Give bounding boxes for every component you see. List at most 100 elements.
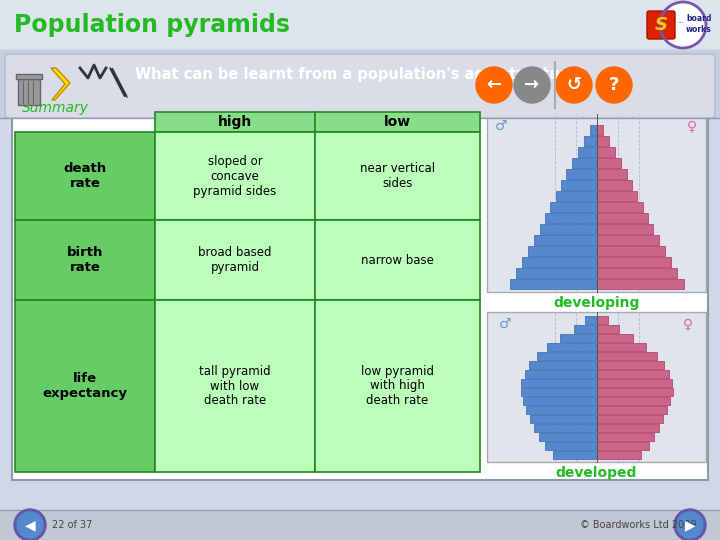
Bar bbox=[574, 325, 596, 333]
Bar bbox=[530, 415, 596, 423]
Bar bbox=[597, 179, 632, 190]
Bar bbox=[529, 361, 596, 369]
Text: ◀: ◀ bbox=[24, 518, 35, 532]
Bar bbox=[585, 315, 596, 324]
Bar bbox=[0, 510, 720, 540]
Text: low pyramid
with high
death rate: low pyramid with high death rate bbox=[361, 364, 434, 408]
Circle shape bbox=[17, 512, 43, 538]
Circle shape bbox=[14, 509, 46, 540]
Bar bbox=[597, 267, 678, 278]
Text: near vertical
sides: near vertical sides bbox=[360, 162, 435, 190]
Circle shape bbox=[674, 509, 706, 540]
Text: developed: developed bbox=[556, 466, 637, 480]
Text: © Boardworks Ltd 2009: © Boardworks Ltd 2009 bbox=[580, 520, 696, 530]
Text: death
rate: death rate bbox=[63, 162, 107, 190]
Bar bbox=[0, 0, 720, 50]
Bar bbox=[597, 361, 664, 369]
Bar bbox=[597, 352, 657, 360]
Bar bbox=[590, 125, 596, 135]
Text: high: high bbox=[218, 115, 252, 129]
Text: ←: ← bbox=[487, 76, 502, 94]
Bar bbox=[597, 246, 665, 256]
Bar bbox=[597, 325, 619, 333]
Bar bbox=[15, 300, 155, 472]
Bar bbox=[155, 300, 315, 472]
Text: ...: ... bbox=[678, 18, 685, 24]
Bar bbox=[597, 450, 641, 459]
Bar bbox=[597, 334, 634, 342]
Bar bbox=[487, 312, 706, 462]
Bar bbox=[521, 388, 596, 396]
Bar bbox=[597, 315, 608, 324]
Text: board
works: board works bbox=[686, 14, 712, 34]
Bar bbox=[12, 54, 708, 480]
FancyBboxPatch shape bbox=[5, 54, 715, 118]
Text: ♀: ♀ bbox=[687, 119, 697, 133]
Bar bbox=[597, 415, 663, 423]
Text: developing: developing bbox=[553, 296, 639, 310]
Bar bbox=[597, 279, 683, 289]
Bar bbox=[12, 54, 708, 96]
Bar bbox=[578, 146, 596, 157]
Bar bbox=[510, 279, 596, 289]
Bar bbox=[597, 442, 649, 450]
Bar bbox=[597, 433, 654, 441]
Bar bbox=[522, 256, 596, 267]
Bar bbox=[526, 406, 596, 414]
Bar bbox=[545, 213, 596, 223]
Bar bbox=[597, 342, 646, 351]
Bar bbox=[544, 442, 596, 450]
Bar bbox=[315, 132, 480, 220]
Bar bbox=[597, 224, 653, 234]
Bar bbox=[597, 234, 659, 245]
Bar bbox=[155, 132, 315, 220]
Circle shape bbox=[556, 67, 592, 103]
Bar bbox=[155, 112, 315, 132]
Text: broad based
pyramid: broad based pyramid bbox=[198, 246, 271, 274]
Text: 22 of 37: 22 of 37 bbox=[52, 520, 92, 530]
Text: ↺: ↺ bbox=[567, 76, 582, 94]
Bar bbox=[487, 114, 706, 292]
Bar bbox=[155, 220, 315, 300]
Bar bbox=[597, 406, 667, 414]
Circle shape bbox=[660, 2, 706, 48]
Bar bbox=[536, 352, 596, 360]
Bar bbox=[539, 433, 596, 441]
Bar bbox=[597, 158, 621, 168]
Circle shape bbox=[476, 67, 512, 103]
Bar bbox=[559, 334, 596, 342]
Bar bbox=[556, 191, 596, 201]
Bar bbox=[516, 267, 596, 278]
Bar bbox=[597, 256, 671, 267]
Text: sloped or
concave
pyramid sides: sloped or concave pyramid sides bbox=[194, 154, 276, 198]
Bar bbox=[597, 379, 672, 387]
Bar bbox=[315, 112, 480, 132]
Text: ?: ? bbox=[609, 76, 619, 94]
Bar bbox=[597, 191, 637, 201]
Bar bbox=[561, 179, 596, 190]
Bar bbox=[597, 369, 668, 378]
Bar bbox=[597, 168, 627, 179]
Text: →: → bbox=[524, 76, 539, 94]
Bar bbox=[597, 201, 643, 212]
Bar bbox=[18, 79, 40, 105]
Bar bbox=[15, 132, 155, 220]
Bar bbox=[597, 388, 672, 396]
Text: What can be learnt from a population's age structure?: What can be learnt from a population's a… bbox=[135, 68, 585, 83]
Text: ♀: ♀ bbox=[683, 317, 693, 331]
Bar bbox=[566, 168, 596, 179]
Bar bbox=[597, 213, 648, 223]
Bar bbox=[597, 125, 603, 135]
Bar bbox=[597, 146, 615, 157]
Bar bbox=[315, 220, 480, 300]
Text: S: S bbox=[654, 16, 667, 34]
Bar bbox=[534, 234, 596, 245]
Bar bbox=[521, 379, 596, 387]
Bar bbox=[15, 220, 155, 300]
Circle shape bbox=[514, 67, 550, 103]
Bar bbox=[552, 450, 596, 459]
Bar bbox=[528, 246, 596, 256]
Bar bbox=[550, 201, 596, 212]
Text: tall pyramid
with low
death rate: tall pyramid with low death rate bbox=[199, 364, 271, 408]
Text: ♂: ♂ bbox=[495, 119, 508, 133]
